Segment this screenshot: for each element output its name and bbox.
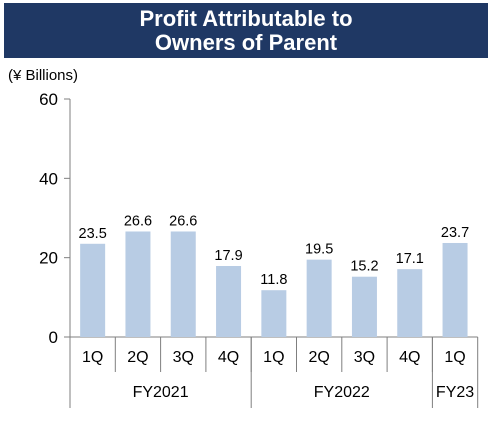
x-tick-label: 4Q (399, 349, 420, 366)
data-label: 17.9 (214, 248, 242, 264)
y-tick-label: 60 (39, 90, 58, 109)
bar (125, 231, 151, 337)
x-tick-label: 2Q (308, 349, 329, 366)
x-tick-label: 1Q (263, 349, 284, 366)
x-tick-label: 3Q (173, 349, 194, 366)
data-label: 26.6 (124, 213, 152, 229)
bar (306, 259, 332, 337)
data-label: 11.8 (260, 272, 287, 288)
chart-title-line-1: Profit Attributable to (139, 5, 353, 31)
group-label: FY23 (436, 384, 474, 401)
bar (80, 243, 106, 337)
bar (170, 231, 196, 337)
x-tick-label: 2Q (127, 349, 148, 366)
group-label: FY2021 (133, 384, 189, 401)
y-tick-label: 40 (39, 169, 58, 188)
data-label: 15.2 (350, 259, 378, 275)
data-label: 26.6 (169, 213, 197, 229)
chart-title: Profit Attributable to Owners of Parent (4, 3, 488, 58)
bar (442, 242, 468, 337)
group-label: FY2022 (314, 384, 370, 401)
x-tick-label: 3Q (354, 349, 375, 366)
y-tick-label: 20 (39, 249, 58, 268)
plot-area: 0 20 40 60 23.5 1Q 26.6 2Q 26.6 3Q 17.9 4Q 11.8 1Q 19.… (39, 90, 479, 408)
y-tick-label: 0 (49, 328, 58, 347)
bar (216, 265, 242, 337)
data-label: 23.5 (79, 226, 107, 242)
bar (351, 276, 377, 337)
x-tick-label: 4Q (218, 349, 239, 366)
bar (397, 269, 423, 337)
data-label: 17.1 (396, 251, 424, 267)
data-label: 23.7 (441, 225, 469, 241)
bar (261, 290, 287, 337)
x-tick-label: 1Q (82, 349, 103, 366)
chart-title-line-2: Owners of Parent (154, 29, 338, 55)
data-label: 19.5 (305, 242, 333, 258)
y-axis-unit-label: (¥ Billions) (8, 67, 78, 84)
x-tick-label: 1Q (444, 349, 465, 366)
